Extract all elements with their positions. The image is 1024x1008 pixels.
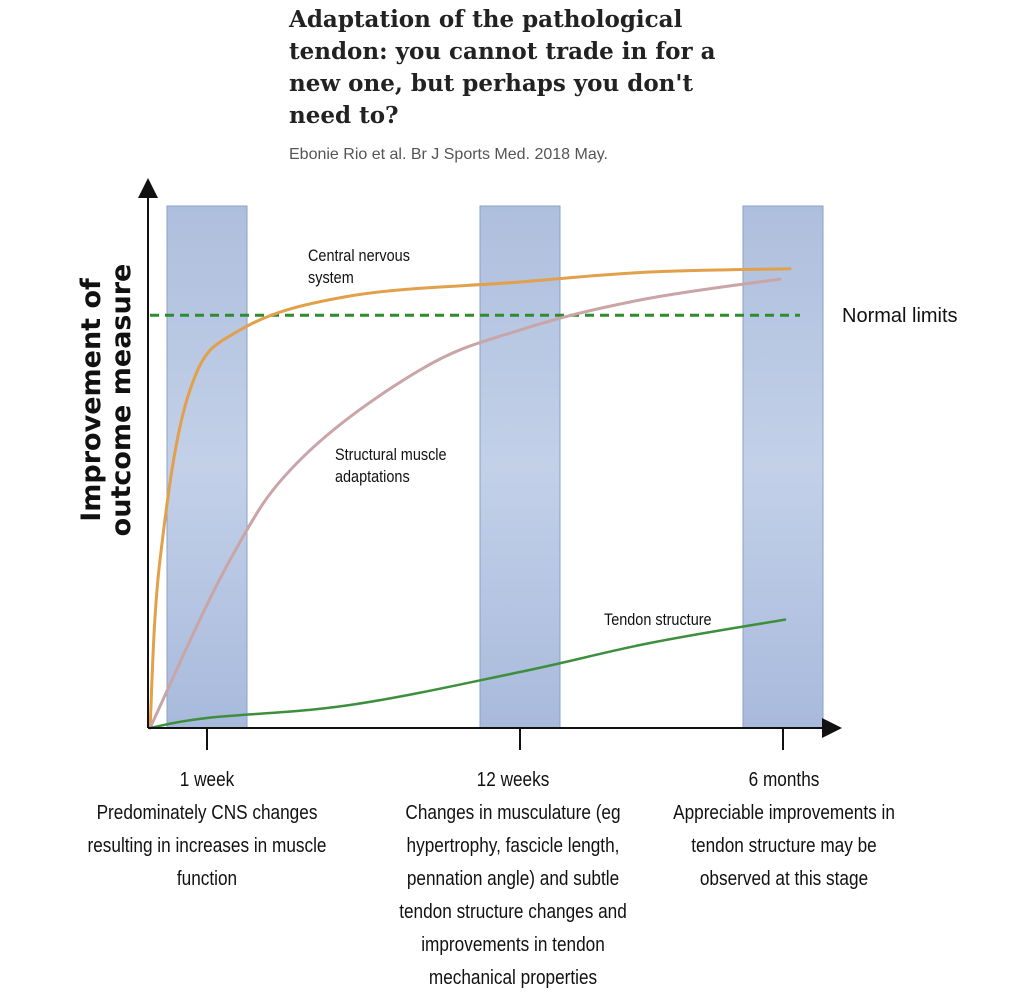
y-axis-label: Improvement of outcome measure — [76, 264, 137, 537]
series-labels: Central nervous system Structural muscle ad… — [308, 247, 712, 629]
highlight-band — [742, 205, 824, 729]
series-label: Tendon structure — [604, 611, 712, 629]
series-line — [148, 267, 792, 730]
tick-description: Appreciable improvements in tendon struc… — [673, 802, 895, 890]
tick-text-6-months: 6 months Appreciable improvements in ten… — [655, 764, 913, 896]
tick-label: 1 week — [179, 769, 235, 791]
highlight-band — [479, 205, 561, 729]
series-line — [148, 277, 782, 730]
series-curves — [148, 267, 792, 730]
x-ticks — [206, 728, 784, 750]
series-label: Structural muscle adaptations — [335, 446, 447, 486]
page-title: Adaptation of the pathological tendon: y… — [289, 6, 716, 129]
highlight-band — [166, 205, 248, 729]
tick-text-1-week: 1 week Predominately CNS changes resulti… — [78, 764, 336, 896]
series-line — [148, 618, 787, 730]
tick-label: 6 months — [748, 769, 820, 791]
normal-limits-label: Normal limits — [842, 305, 958, 327]
tick-description: Changes in musculature (eg hypertrophy, … — [399, 802, 627, 989]
header: Adaptation of the pathological tendon: y… — [289, 4, 749, 164]
tick-text-12-weeks: 12 weeks Changes in musculature (eg hype… — [384, 764, 642, 995]
svg-text:Improvement of: Improvement of — [76, 278, 107, 522]
tick-label: 12 weeks — [476, 769, 550, 791]
highlight-bands — [166, 205, 824, 729]
citation: Ebonie Rio et al. Br J Sports Med. 2018 … — [289, 146, 608, 163]
series-label: Central nervous system — [308, 247, 410, 287]
svg-text:outcome measure: outcome measure — [106, 264, 137, 537]
tick-description: Predominately CNS changes resulting in i… — [87, 802, 327, 890]
